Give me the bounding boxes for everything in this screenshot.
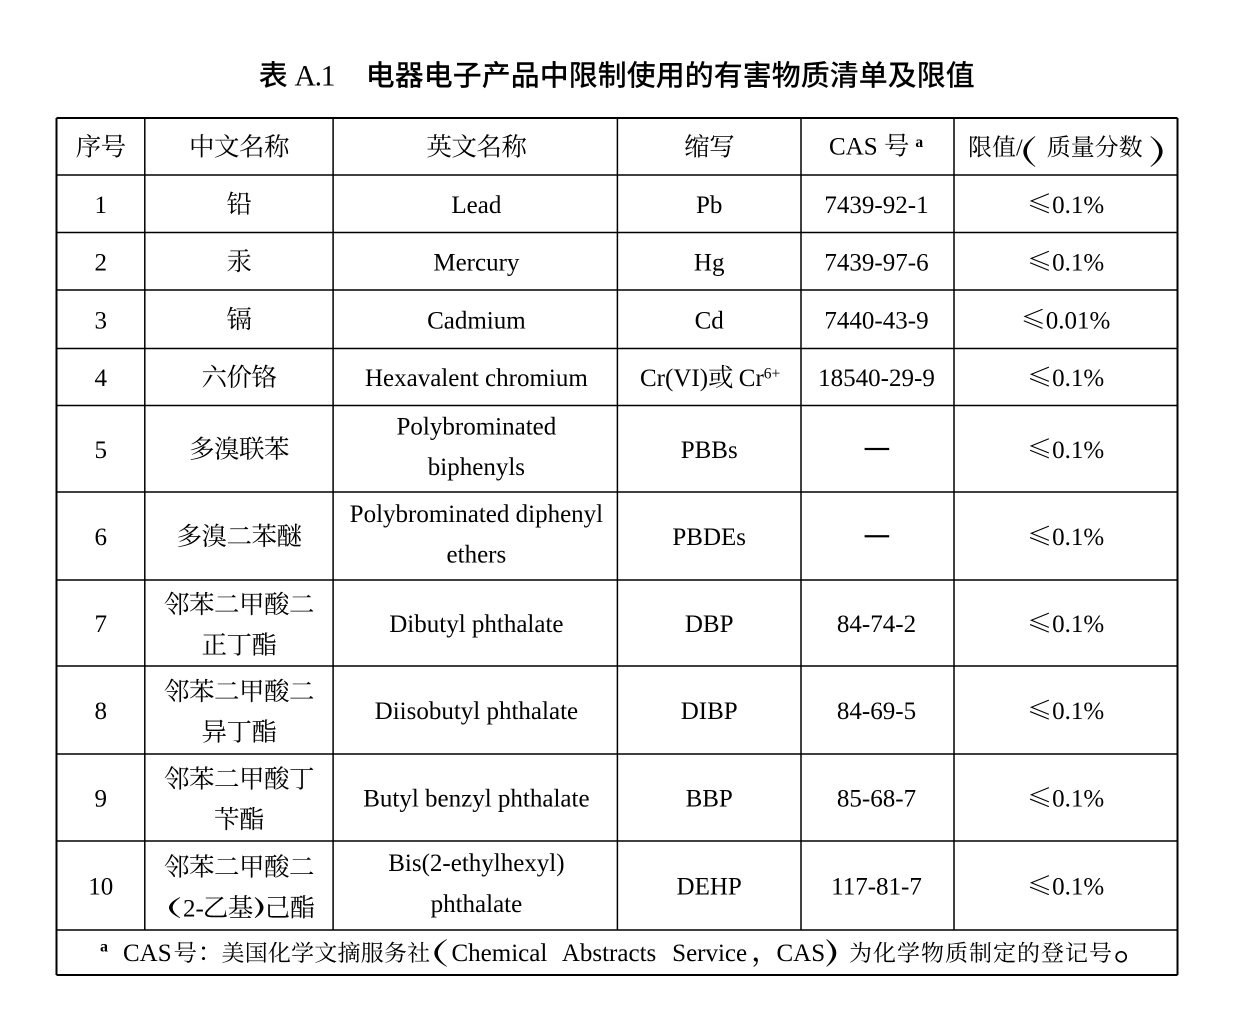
svg-text:BBP: BBP [686,786,733,813]
svg-text:10: 10 [88,874,113,901]
svg-text:0.1%: 0.1% [1052,786,1104,813]
svg-text:ethers: ethers [447,542,507,569]
svg-text:7440-43-9: 7440-43-9 [824,307,928,334]
svg-text:Cr(VI): Cr(VI) [640,365,708,392]
svg-text:a: a [100,939,108,956]
svg-text:Dibutyl phthalate: Dibutyl phthalate [389,611,563,638]
svg-text:7439-97-6: 7439-97-6 [824,249,928,276]
svg-text:3: 3 [94,307,107,334]
svg-text:85-68-7: 85-68-7 [837,786,916,813]
svg-text:Lead: Lead [451,192,501,219]
svg-text:0.01%: 0.01% [1046,307,1111,334]
svg-text:7: 7 [94,611,107,638]
svg-text:biphenyls: biphenyls [428,454,525,481]
svg-text:DBP: DBP [685,611,734,638]
svg-text:0.1%: 0.1% [1052,874,1104,901]
svg-text:CAS: CAS [123,940,172,967]
svg-text:84-69-5: 84-69-5 [837,698,916,725]
svg-text:Diisobutyl phthalate: Diisobutyl phthalate [375,698,578,725]
svg-text:117-81-7: 117-81-7 [831,874,922,901]
svg-text:Cadmium: Cadmium [427,307,526,334]
svg-text:Chemical Abstracts Service: Chemical Abstracts Service [452,940,748,967]
svg-text:Cr: Cr [739,365,765,392]
svg-text:CAS: CAS [829,134,878,161]
svg-text:PBDEs: PBDEs [672,524,746,551]
svg-text:7439-92-1: 7439-92-1 [824,192,928,219]
svg-text:Polybrominated diphenyl: Polybrominated diphenyl [350,501,603,528]
svg-text:1: 1 [94,192,107,219]
svg-text:2: 2 [94,249,107,276]
svg-text:Mercury: Mercury [433,249,520,276]
svg-text:/: / [1016,136,1023,162]
svg-text:0.1%: 0.1% [1052,437,1104,464]
svg-text:0.1%: 0.1% [1052,611,1104,638]
svg-text:Butyl benzyl phthalate: Butyl benzyl phthalate [363,786,589,813]
svg-text:Hg: Hg [694,249,725,276]
svg-text:6+: 6+ [764,366,781,383]
svg-text:Cd: Cd [695,307,725,334]
svg-text:A.1: A.1 [295,60,335,92]
svg-text:2-: 2- [183,896,204,923]
svg-text:Pb: Pb [696,192,722,219]
svg-text:PBBs: PBBs [681,437,738,464]
svg-text:phthalate: phthalate [431,891,523,918]
svg-text:9: 9 [94,786,107,813]
svg-text:0.1%: 0.1% [1052,249,1104,276]
svg-text:0.1%: 0.1% [1052,192,1104,219]
svg-text:Polybrominated: Polybrominated [397,414,557,441]
svg-text:Hexavalent chromium: Hexavalent chromium [365,365,588,392]
svg-text:5: 5 [94,437,107,464]
svg-text:0.1%: 0.1% [1052,698,1104,725]
svg-text:DEHP: DEHP [677,874,742,901]
svg-text:CAS: CAS [777,940,826,967]
svg-text:8: 8 [94,698,107,725]
svg-text:18540-29-9: 18540-29-9 [818,365,935,392]
svg-text:84-74-2: 84-74-2 [837,611,916,638]
svg-text:0.1%: 0.1% [1052,524,1104,551]
svg-text:a: a [915,134,923,151]
svg-text:0.1%: 0.1% [1052,365,1104,392]
svg-text:4: 4 [94,365,107,392]
svg-text:6: 6 [94,524,107,551]
svg-text:DIBP: DIBP [681,698,738,725]
svg-text:Bis(2-ethylhexyl): Bis(2-ethylhexyl) [388,850,564,877]
